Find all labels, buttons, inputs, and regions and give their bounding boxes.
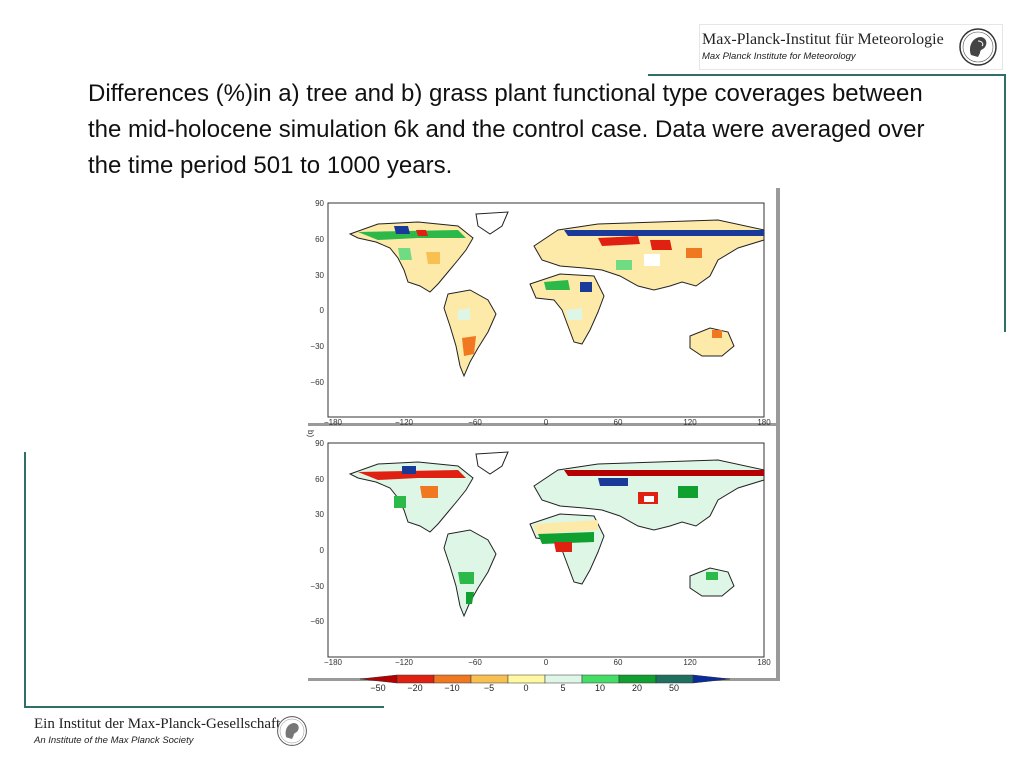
frame-line-top — [648, 74, 1006, 76]
colorbar-label: 5 — [560, 683, 565, 692]
colorbar-label: 50 — [669, 683, 679, 692]
frame-line-left — [24, 452, 26, 708]
panel-b-xtick: −60 — [468, 658, 482, 667]
panel-a-xtick: 0 — [544, 418, 549, 427]
colorbar-labels: −50 −20 −10 −5 0 5 10 20 50 — [370, 683, 679, 693]
panel-a-axes — [327, 202, 765, 418]
colorbar-label: −20 — [407, 683, 422, 692]
panel-b-ytick: 60 — [315, 475, 324, 484]
panel-b-xtick: 180 — [757, 658, 771, 667]
panel-a-xtick: −60 — [468, 418, 482, 427]
society-logo: Ein Institut der Max-Planck-Gesellschaft… — [34, 712, 324, 752]
colorbar-label: 20 — [632, 683, 642, 692]
institute-name-de: Max-Planck-Institut für Meteorologie — [702, 31, 944, 48]
colorbar-swatch — [544, 674, 583, 684]
colorbar-swatch — [396, 674, 435, 684]
panel-a-ytick: −30 — [310, 342, 324, 351]
colorbar-swatches — [359, 674, 731, 684]
panel-a: a) 90 60 30 0 −30 −60 −180 −120 −60 0 60… — [306, 179, 771, 427]
greenland-outline — [475, 451, 509, 475]
australia-outline — [689, 567, 735, 597]
panel-b-xtick: 120 — [683, 658, 697, 667]
panel-b-ytick: 0 — [320, 546, 325, 555]
map-figure-svg: a) 90 60 30 0 −30 −60 −180 −120 −60 0 60… — [306, 179, 780, 693]
colorbar-swatch — [655, 674, 694, 684]
panel-a-xtick: 60 — [614, 418, 623, 427]
colorbar-label: −5 — [484, 683, 494, 692]
frame-line-bottom — [24, 706, 384, 708]
panel-a-ytick: −60 — [310, 378, 324, 387]
panel-b-ytick: −60 — [310, 617, 324, 626]
colorbar-swatch — [470, 674, 509, 684]
greenland-outline — [475, 211, 509, 235]
institute-name-en: Max Planck Institute for Meteorology — [702, 51, 856, 62]
society-name-en: An Institute of the Max Planck Society — [34, 735, 194, 746]
panel-b-label: b) — [306, 430, 315, 437]
society-name-de: Ein Institut der Max-Planck-Gesellschaft — [34, 716, 281, 732]
panel-b-continents — [348, 451, 765, 618]
colorbar-swatch — [581, 674, 620, 684]
panel-a-xticks: −180 −120 −60 0 60 120 180 — [324, 418, 771, 427]
colorbar-swatch — [692, 674, 731, 684]
minerva-seal-icon — [277, 716, 307, 746]
colorbar-swatch — [618, 674, 657, 684]
panel-a-xtick: 120 — [683, 418, 697, 427]
australia-outline — [689, 327, 735, 357]
panel-a-ytick: 30 — [315, 271, 324, 280]
frame-line-right — [1004, 74, 1006, 332]
panel-a-ytick: 90 — [315, 199, 324, 208]
panel-a-ytick: 60 — [315, 235, 324, 244]
panel-b-ytick: 90 — [315, 439, 324, 448]
panel-b-yticks: 90 60 30 0 −30 −60 — [310, 439, 324, 626]
panel-b-xticks: −180 −120 −60 0 60 120 180 — [324, 658, 771, 667]
panel-b-axes — [327, 442, 765, 658]
panel-a-ytick: 0 — [320, 306, 325, 315]
panel-b: b) 90 60 30 0 −30 −60 −180 −120 −60 0 60… — [306, 430, 771, 667]
colorbar-label: −10 — [444, 683, 459, 692]
panel-a-xtick: −180 — [324, 418, 343, 427]
minerva-seal-icon — [959, 28, 997, 66]
panel-b-xtick: 60 — [614, 658, 623, 667]
colorbar-label: 0 — [523, 683, 528, 692]
colorbar-swatch — [433, 674, 472, 684]
panel-a-yticks: 90 60 30 0 −30 −60 — [310, 199, 324, 387]
panel-b-ytick: −30 — [310, 582, 324, 591]
panel-a-continents — [348, 211, 765, 378]
panel-b-xtick: −180 — [324, 658, 343, 667]
panel-a-xtick: −120 — [395, 418, 414, 427]
south-america-outline — [443, 289, 497, 378]
map-figure: a) 90 60 30 0 −30 −60 −180 −120 −60 0 60… — [298, 179, 782, 693]
colorbar-swatch — [507, 674, 546, 684]
panel-a-xtick: 180 — [757, 418, 771, 427]
colorbar-label: 10 — [595, 683, 605, 692]
panel-b-ytick: 30 — [315, 510, 324, 519]
panel-b-xtick: 0 — [544, 658, 549, 667]
panel-b-xtick: −120 — [395, 658, 414, 667]
colorbar: −50 −20 −10 −5 0 5 10 20 50 — [359, 674, 731, 693]
figure-caption: Differences (%)in a) tree and b) grass p… — [88, 80, 925, 179]
colorbar-label: −50 — [370, 683, 385, 692]
institute-logo: Max-Planck-Institut für Meteorologie Max… — [699, 24, 1003, 70]
